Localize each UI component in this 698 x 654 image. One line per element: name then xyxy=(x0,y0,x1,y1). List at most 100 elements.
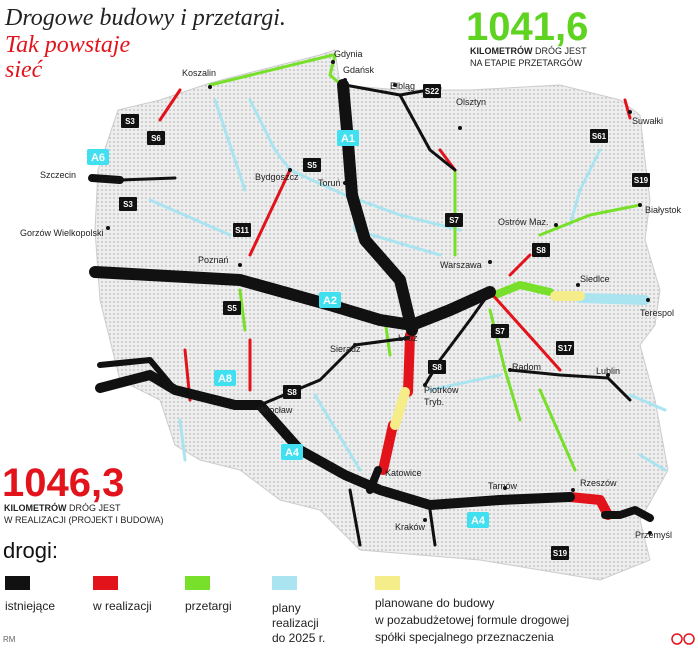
credit: RM xyxy=(3,635,16,644)
city-dot xyxy=(571,488,575,492)
road-label: A8 xyxy=(218,373,232,385)
expressway-badge xyxy=(223,301,241,315)
motorway-badge xyxy=(337,130,359,146)
stat-label: KILOMETRÓW DRÓG JEST xyxy=(4,502,121,513)
city-label: Terespol xyxy=(640,308,674,318)
expressway-badge xyxy=(632,173,650,187)
road-label: S5 xyxy=(227,304,237,313)
legend-label: realizacji xyxy=(272,616,319,630)
expressway-badge xyxy=(428,360,446,374)
road-label: S3 xyxy=(125,117,135,126)
city-dot xyxy=(406,336,410,340)
expressway-badge xyxy=(532,243,550,257)
city-label: Przemyśl xyxy=(635,530,672,540)
city-label: Olsztyn xyxy=(456,97,486,107)
legend-label: spółki specjalnego przeznaczenia xyxy=(375,630,554,644)
legend-label: do 2025 r. xyxy=(272,631,325,645)
motorway-badge xyxy=(87,149,109,165)
motorway-badge xyxy=(467,512,489,528)
motorway-badge xyxy=(214,370,236,386)
city-label: Lublin xyxy=(596,366,620,376)
road-label: S8 xyxy=(536,246,546,255)
legend-title: drogi: xyxy=(3,538,58,563)
expressway-badge xyxy=(445,213,463,227)
road-label: S22 xyxy=(425,87,440,96)
title: Drogowe budowy i przetargi. xyxy=(4,5,286,31)
roads-special xyxy=(390,291,585,430)
road-label: A4 xyxy=(285,447,300,459)
city-label: Bydgoszcz xyxy=(255,172,299,182)
logo xyxy=(671,633,695,645)
road-label: A6 xyxy=(91,152,105,164)
road-label: S6 xyxy=(151,134,161,143)
city-label: Siedlce xyxy=(580,274,610,284)
city-dot xyxy=(638,203,642,207)
road-label: S3 xyxy=(123,200,133,209)
city-label: Warszawa xyxy=(440,260,482,270)
road-label: S17 xyxy=(558,344,573,353)
city-label: Poznań xyxy=(198,255,229,265)
road-label: S7 xyxy=(449,216,459,225)
city-label: Suwałki xyxy=(632,116,663,126)
subtitle: sieć xyxy=(5,57,44,83)
legend-label: istniejące xyxy=(5,599,55,613)
road-label: S19 xyxy=(634,176,649,185)
expressway-badge xyxy=(283,385,301,399)
legend-label: w realizacji xyxy=(92,599,152,613)
city-dot xyxy=(353,343,357,347)
city-dot xyxy=(260,408,264,412)
city-label: Łódź xyxy=(398,333,418,343)
city-label: Katowice xyxy=(385,468,422,478)
road-label: S5 xyxy=(307,161,317,170)
city-dot xyxy=(423,383,427,387)
roads-construction xyxy=(158,88,632,520)
city-label: Piotrków xyxy=(424,385,459,395)
legend-label: plany xyxy=(272,601,301,615)
motorway-badge xyxy=(281,444,303,460)
city-dot xyxy=(508,368,512,372)
city-label: Białystok xyxy=(645,205,682,215)
subtitle: Tak powstaje xyxy=(5,32,130,58)
road-label: S8 xyxy=(432,363,442,372)
city-dot xyxy=(628,110,632,114)
city-label: Elbląg xyxy=(390,81,415,91)
road-label: A2 xyxy=(323,295,337,307)
expressway-badge xyxy=(147,131,165,145)
city-dot xyxy=(238,263,242,267)
expressway-badge xyxy=(551,546,569,560)
city-label: Gdańsk xyxy=(343,65,375,75)
expressway-badge xyxy=(303,158,321,172)
city-label: Tarnów xyxy=(488,481,518,491)
city-dot xyxy=(208,85,212,89)
legend-swatch xyxy=(185,576,210,590)
expressway-badge xyxy=(491,324,509,338)
city-label: Koszalin xyxy=(182,68,216,78)
city-dot xyxy=(606,373,610,377)
expressway-badge xyxy=(121,114,139,128)
city-dot xyxy=(646,298,650,302)
city-label: Ostrów Maz. xyxy=(498,217,549,227)
road-label: S61 xyxy=(592,132,607,141)
city-dot xyxy=(393,83,397,87)
expressway-badge xyxy=(556,341,574,355)
road-label: S7 xyxy=(495,327,505,336)
city-dot xyxy=(458,126,462,130)
city-label: Kraków xyxy=(395,522,426,532)
city-label: Tryb. xyxy=(424,397,444,407)
city-dot xyxy=(343,181,347,185)
road-label: S19 xyxy=(553,549,568,558)
city-dot xyxy=(648,531,652,535)
legend-swatch xyxy=(375,576,400,590)
city-dot xyxy=(98,178,102,182)
legend-swatch xyxy=(272,576,297,590)
city-label: Wrocław xyxy=(258,405,293,415)
road-label: A4 xyxy=(471,515,486,527)
stat-line: NA ETAPIE PRZETARGÓW xyxy=(470,58,583,68)
stat-label: KILOMETRÓW DRÓG JEST xyxy=(470,45,587,56)
stat-unit: KILOMETRÓW xyxy=(470,45,533,56)
legend-swatch xyxy=(5,576,30,590)
legend-label: przetargi xyxy=(185,599,232,613)
expressway-badge xyxy=(423,84,441,98)
city-dot xyxy=(488,260,492,264)
